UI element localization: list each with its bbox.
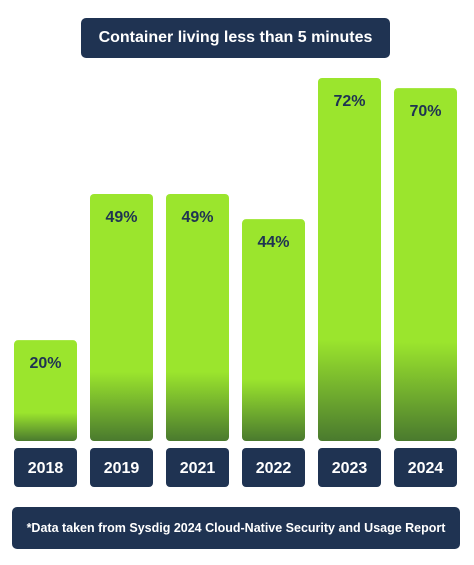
bar-2024 — [394, 88, 457, 441]
bar-value-label: 72% — [333, 93, 365, 110]
category-label-box — [242, 448, 305, 487]
bar-2023 — [318, 78, 381, 441]
category-label: 2022 — [256, 460, 292, 477]
category-label-box — [166, 448, 229, 487]
bars-group: 20% 49% 49% 44% 72% 70% — [14, 78, 457, 441]
category-label: 2024 — [408, 460, 444, 477]
bar-2022 — [242, 219, 305, 441]
bar-value-label: 20% — [29, 355, 61, 372]
category-labels-group: 2018 2019 2021 2022 2023 2024 — [14, 448, 457, 487]
bar-2019 — [90, 193, 153, 441]
bar-2021 — [166, 193, 229, 441]
category-label: 2023 — [332, 460, 368, 477]
category-label-box — [90, 448, 153, 487]
bar-2018 — [14, 340, 77, 441]
category-label-box — [394, 448, 457, 487]
bar-value-label: 44% — [257, 234, 289, 251]
bar-value-label: 70% — [409, 103, 441, 120]
bar-value-label: 49% — [105, 209, 137, 226]
category-label-box — [14, 448, 77, 487]
category-label: 2021 — [180, 460, 216, 477]
category-label: 2018 — [28, 460, 64, 477]
category-label-box — [318, 448, 381, 487]
footnote: *Data taken from Sysdig 2024 Cloud-Nativ… — [12, 507, 460, 549]
category-label: 2019 — [104, 460, 140, 477]
chart-title: Container living less than 5 minutes — [81, 18, 390, 58]
bar-value-label: 49% — [181, 209, 213, 226]
